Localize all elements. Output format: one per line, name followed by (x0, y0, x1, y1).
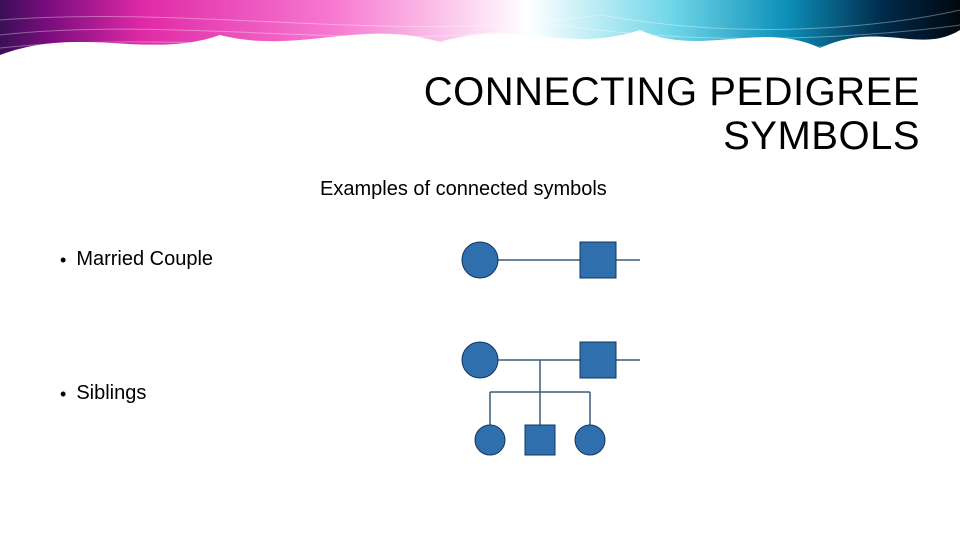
slide-subtitle: Examples of connected symbols (320, 178, 607, 201)
siblings-diagram (440, 330, 660, 470)
slide-title: CONNECTING PEDIGREE SYMBOLS (360, 70, 920, 158)
bullet-dot-icon: • (60, 248, 66, 272)
bullet-item-married-couple: • Married Couple (60, 248, 360, 272)
married-couple-diagram (440, 230, 660, 290)
top-banner (0, 0, 960, 60)
bullet-list: • Married Couple • Siblings (60, 248, 360, 406)
bullet-label: Married Couple (76, 248, 213, 271)
bullet-dot-icon: • (60, 382, 66, 406)
diagram-area (440, 220, 700, 480)
bullet-item-siblings: • Siblings (60, 382, 360, 406)
bullet-label: Siblings (76, 382, 146, 405)
